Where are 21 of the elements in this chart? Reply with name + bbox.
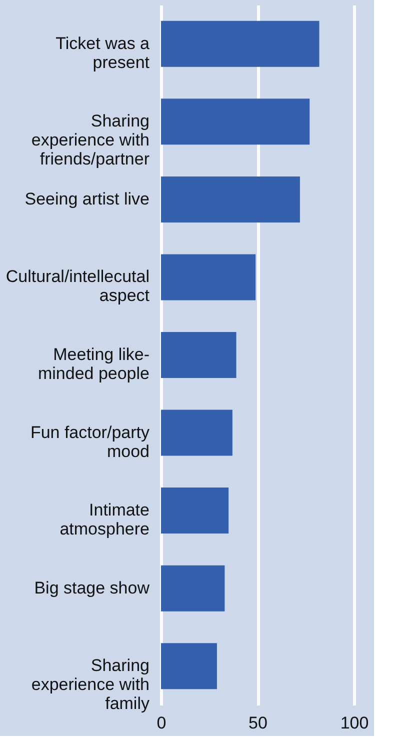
y-tick-label: Cultural/intellecutal aspect <box>6 267 150 306</box>
bar <box>161 254 256 300</box>
bar <box>161 98 310 145</box>
bar <box>161 565 225 612</box>
y-tick-label: Sharing experience with family <box>31 656 150 714</box>
bar <box>161 410 232 456</box>
x-tick-label: 100 <box>340 714 369 732</box>
bar <box>161 176 300 222</box>
y-tick-label: Fun factor/party mood <box>30 422 150 461</box>
x-tick-label: 0 <box>156 714 166 732</box>
y-tick-label: Sharing experience with friends/partner <box>31 112 150 169</box>
y-tick-label: Intimate atmosphere <box>60 500 150 539</box>
bar <box>161 643 217 690</box>
bar <box>161 332 236 378</box>
y-tick-label: Seeing artist live <box>24 189 150 208</box>
y-tick-label: Meeting like- minded people <box>38 345 150 383</box>
y-tick-label: Big stage show <box>34 578 150 598</box>
bar <box>161 20 320 67</box>
bar <box>161 488 229 534</box>
x-tick-label: 50 <box>248 714 268 732</box>
y-tick-label: Ticket was a present <box>56 34 150 72</box>
